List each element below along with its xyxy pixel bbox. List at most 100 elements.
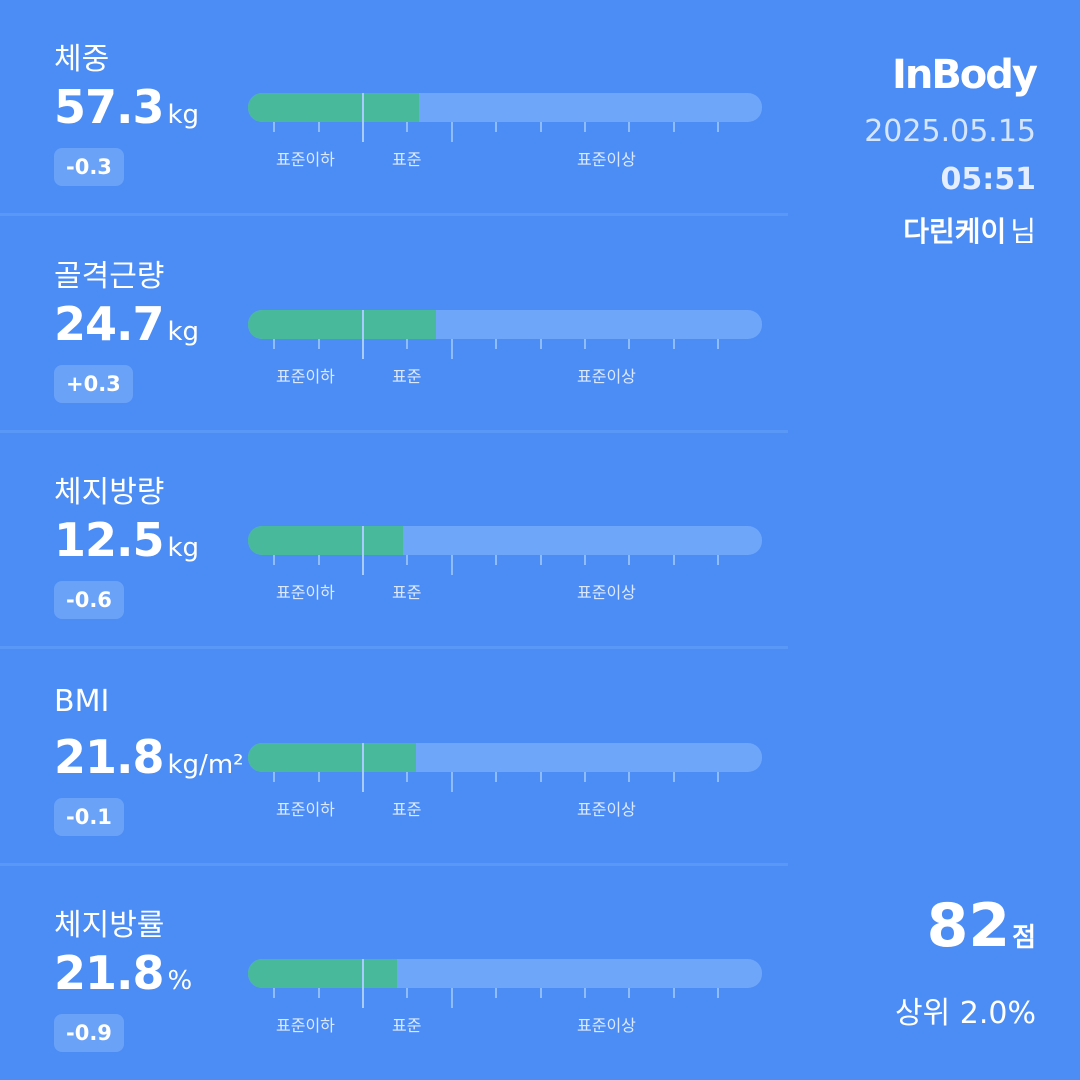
scale-tick: [495, 772, 497, 782]
metric-delta-badge: +0.3: [54, 365, 133, 403]
scale-tick: [406, 555, 408, 565]
scale-tick: [362, 743, 364, 792]
scale-tick: [406, 339, 408, 349]
scale-tick: [540, 988, 542, 998]
bar-track: [248, 959, 762, 988]
metric-weight: 체중 57.3 kg -0.3 표준이하 표준 표준이상: [0, 0, 788, 216]
score-rank: 상위 2.0%: [895, 996, 1036, 1031]
zone-label-standard: 표준: [392, 150, 422, 169]
zone-label-standard: 표준: [392, 583, 422, 602]
scale-tick: [495, 339, 497, 349]
range-bar: 표준이하 표준 표준이상: [248, 93, 762, 183]
zone-label-below: 표준이하: [276, 583, 335, 602]
zone-label-above: 표준이상: [577, 800, 636, 819]
scale-tick: [451, 772, 453, 792]
metric-value: 21.8: [54, 946, 164, 1000]
metric-unit: %: [167, 966, 193, 996]
bar-track: [248, 526, 762, 555]
scale-tick: [273, 555, 275, 565]
bar-track: [248, 310, 762, 339]
measurement-date: 2025.05.15: [864, 114, 1036, 149]
scale-tick: [540, 772, 542, 782]
scale-tick: [273, 339, 275, 349]
metrics-list: 체중 57.3 kg -0.3 표준이하 표준 표준이상 골격근량 24.7 kg +0…: [0, 0, 788, 1080]
scale-tick: [451, 988, 453, 1008]
inbody-score: 82점: [927, 896, 1036, 956]
metric-unit: kg/m²: [167, 750, 244, 780]
scale-tick: [717, 555, 719, 565]
scale-tick: [540, 122, 542, 132]
bar-track: [248, 743, 762, 772]
metric-value-row: 12.5 kg: [54, 517, 199, 563]
zone-label-below: 표준이하: [276, 1016, 335, 1035]
scale-tick: [406, 122, 408, 132]
bar-fill: [248, 959, 397, 988]
metric-label: 체지방률: [54, 908, 165, 943]
scale-tick: [584, 772, 586, 782]
scale-tick: [717, 772, 719, 782]
scale-tick: [584, 555, 586, 565]
zone-label-above: 표준이상: [577, 1016, 636, 1035]
zone-label-below: 표준이하: [276, 150, 335, 169]
scale-tick: [318, 772, 320, 782]
scale-tick: [673, 555, 675, 565]
scale-tick: [273, 988, 275, 998]
bar-track: [248, 93, 762, 122]
metric-value-row: 21.8%: [54, 950, 192, 996]
scale-tick: [673, 988, 675, 998]
scale-tick: [273, 772, 275, 782]
scale-tick: [318, 555, 320, 565]
scale-tick: [362, 93, 364, 142]
score-unit: 점: [1012, 923, 1036, 953]
bar-fill: [248, 526, 403, 555]
scale-tick: [495, 122, 497, 132]
scale-tick: [406, 988, 408, 998]
user-name: 다린케이: [903, 215, 1007, 248]
zone-label-standard: 표준: [392, 1016, 422, 1035]
scale-tick: [717, 122, 719, 132]
metric-delta-badge: -0.6: [54, 581, 124, 619]
scale-tick: [406, 772, 408, 782]
zone-label-standard: 표준: [392, 800, 422, 819]
scale-tick: [717, 339, 719, 349]
user-suffix: 님: [1010, 215, 1036, 248]
metric-value: 12.5: [54, 513, 164, 567]
metric-body-fat-mass: 체지방량 12.5 kg -0.6 표준이하 표준 표준이상: [0, 433, 788, 649]
scale-tick: [362, 310, 364, 359]
range-bar: 표준이하 표준 표준이상: [248, 526, 762, 616]
metric-value: 24.7: [54, 297, 164, 351]
scale-tick: [628, 988, 630, 998]
metric-value-row: 24.7 kg: [54, 301, 199, 347]
scale-tick: [451, 339, 453, 359]
metric-label: BMI: [54, 684, 110, 719]
range-bar: 표준이하 표준 표준이상: [248, 959, 762, 1049]
metric-bmi: BMI 21.8 kg/m² -0.1 표준이하 표준 표준이상: [0, 650, 788, 866]
scale-tick: [584, 339, 586, 349]
scale-tick: [673, 339, 675, 349]
scale-tick: [584, 988, 586, 998]
metric-label: 체지방량: [54, 475, 165, 510]
metric-delta-badge: -0.9: [54, 1014, 124, 1052]
metric-unit: kg: [167, 317, 200, 347]
metric-body-fat-percent: 체지방률 21.8% -0.9 표준이하 표준 표준이상: [0, 866, 788, 1080]
zone-label-below: 표준이하: [276, 800, 335, 819]
scale-tick: [318, 988, 320, 998]
scale-tick: [451, 122, 453, 142]
scale-tick: [318, 339, 320, 349]
scale-tick: [273, 122, 275, 132]
scale-tick: [318, 122, 320, 132]
metric-value: 21.8: [54, 730, 164, 784]
zone-label-above: 표준이상: [577, 583, 636, 602]
scale-tick: [584, 122, 586, 132]
metric-label: 골격근량: [54, 259, 165, 294]
zone-label-above: 표준이상: [577, 150, 636, 169]
bar-fill: [248, 743, 416, 772]
scale-tick: [540, 339, 542, 349]
scale-tick: [628, 122, 630, 132]
scale-tick: [717, 988, 719, 998]
scale-tick: [495, 988, 497, 998]
inbody-logo: InBody: [891, 52, 1038, 98]
metric-value-row: 57.3 kg: [54, 84, 199, 130]
scale-tick: [673, 122, 675, 132]
metric-delta-badge: -0.1: [54, 798, 124, 836]
